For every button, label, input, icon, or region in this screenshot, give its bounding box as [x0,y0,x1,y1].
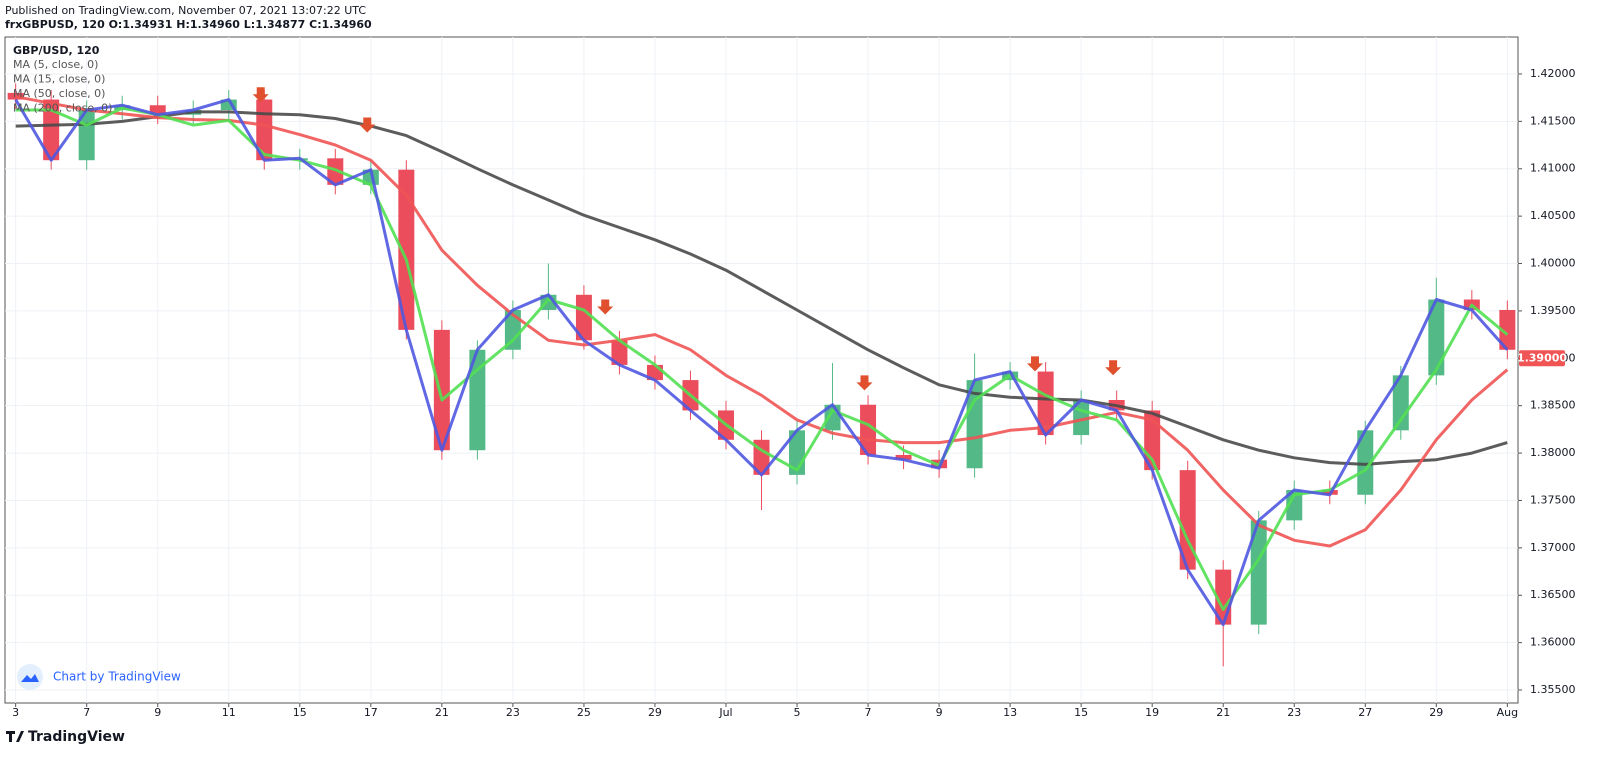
symbol-label: GBP/USD, 120 [13,44,100,57]
signal-arrow [1105,360,1122,376]
ma-line [14,98,1509,627]
ohlc-line: frxGBPUSD, 120 O:1.34931 H:1.34960 L:1.3… [5,18,372,31]
candle-body [895,454,912,460]
candle-body [1357,430,1374,495]
x-tick-label: 23 [1287,706,1301,719]
candle-body [327,158,344,185]
y-tick-label: 1.37500 [1530,493,1576,506]
candle-body [611,340,628,365]
published-line: Published on TradingView.com, November 0… [5,4,366,17]
candle-body [1428,299,1445,376]
legend-entry: MA (200, close, 0) [13,102,112,115]
attribution[interactable]: Chart by TradingView [53,670,181,684]
candle-body [433,329,450,451]
candle-body [1250,520,1267,625]
candle-body [1286,490,1303,521]
y-tick-label: 1.41500 [1530,114,1576,127]
candle-body [860,404,877,455]
y-tick-label: 1.40000 [1530,257,1576,270]
x-tick-label: 9 [154,706,161,719]
x-tick-label: Aug [1497,706,1518,719]
x-tick-label: 21 [435,706,449,719]
x-tick-label: Jul [718,706,732,719]
x-tick-label: 29 [1429,706,1443,719]
brand-logo: TradingView [6,729,125,745]
badge-glyph [21,674,39,682]
attribution-badge[interactable]: Chart by TradingView [17,664,181,690]
signal-arrow [359,117,376,133]
x-tick-label: 7 [83,706,90,719]
x-tick-label: 19 [1145,706,1159,719]
ma-line [15,95,1509,548]
ma-line [15,110,1508,466]
y-tick-label: 1.42000 [1530,67,1576,80]
y-tick-label: 1.41000 [1530,162,1576,175]
candle-body [398,169,415,330]
y-tick-label: 1.35500 [1530,683,1576,696]
x-tick-label: 17 [364,706,378,719]
brand: TradingView [28,729,125,745]
x-tick-label: 21 [1216,706,1230,719]
x-tick-label: 29 [648,706,662,719]
x-tick-label: 3 [12,706,19,719]
x-tick-label: 15 [1074,706,1088,719]
x-tick-label: 7 [865,706,872,719]
x-tick-label: 9 [936,706,943,719]
y-tick-label: 1.38000 [1530,446,1576,459]
y-tick-label: 1.38500 [1530,399,1576,412]
candle-body [1499,309,1516,350]
candle-body [7,92,24,100]
last-price-label: 1.39000 [1517,351,1567,364]
y-tick-label: 1.39500 [1530,304,1576,317]
y-tick-label: 1.40500 [1530,209,1576,222]
candle-body [575,294,592,341]
candle-body [149,105,166,115]
brand-glyph [6,731,24,742]
signal-arrow [597,299,614,315]
x-tick-label: 27 [1358,706,1372,719]
x-tick-label: 13 [1003,706,1017,719]
x-tick-label: 15 [293,706,307,719]
legend-entry: MA (15, close, 0) [13,73,105,86]
candle-body [966,380,983,469]
y-tick-label: 1.36000 [1530,636,1576,649]
candle-body [43,99,60,161]
badge-icon [17,664,43,690]
x-tick-label: 5 [794,706,801,719]
candle-body [1179,470,1196,570]
candle-body [504,309,521,350]
plot-frame [4,36,1519,704]
ma-line [15,106,1509,611]
candle-body [1037,371,1054,436]
signal-arrow [252,87,269,103]
legend-entry: MA (5, close, 0) [13,58,98,71]
y-tick-label: 1.37000 [1530,541,1576,554]
plot-layer [5,37,1518,703]
signal-arrow [856,375,873,391]
legend: GBP/USD, 120 MA (5, close, 0) MA (15, clo… [13,44,112,115]
y-tick-label: 1.36500 [1530,588,1576,601]
x-tick-label: 25 [577,706,591,719]
last-price-box [1519,350,1565,367]
signal-arrow [1026,356,1043,372]
candle-body [220,99,237,110]
x-tick-label: 11 [222,706,236,719]
x-tick-label: 23 [506,706,520,719]
legend-entry: MA (50, close, 0) [13,87,105,100]
